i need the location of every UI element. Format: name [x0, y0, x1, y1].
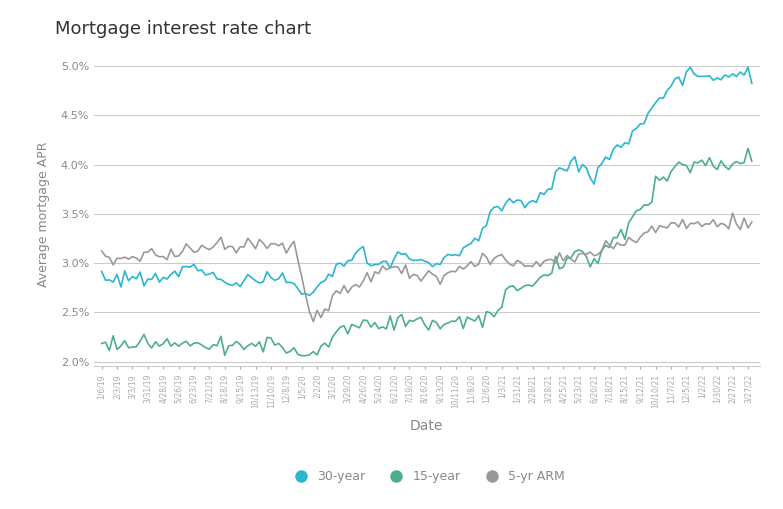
Text: Mortgage interest rate chart: Mortgage interest rate chart: [55, 20, 311, 38]
Y-axis label: Average mortgage APR: Average mortgage APR: [37, 141, 49, 287]
X-axis label: Date: Date: [410, 419, 443, 433]
Legend: 30-year, 15-year, 5-yr ARM: 30-year, 15-year, 5-yr ARM: [283, 466, 570, 489]
